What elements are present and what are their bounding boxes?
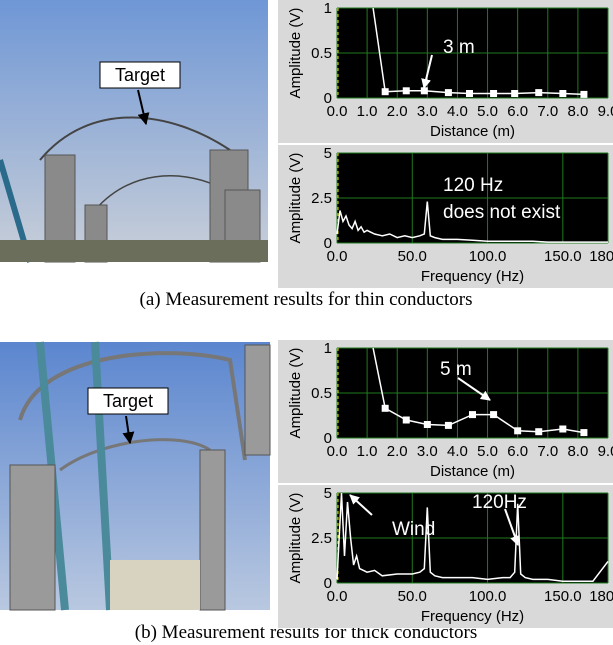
photo-label: Target bbox=[115, 65, 165, 85]
x-axis-label: Frequency (Hz) bbox=[421, 268, 524, 285]
annotation: 120Hz bbox=[472, 492, 527, 513]
y-tick-label: 2.5 bbox=[311, 530, 332, 547]
x-tick-label: 8.0 bbox=[567, 103, 588, 120]
x-tick-label: 8.0 bbox=[567, 443, 588, 460]
x-tick-label: 100.0 bbox=[469, 588, 507, 605]
y-axis-label: Amplitude (V) bbox=[287, 8, 304, 99]
x-axis-label: Frequency (Hz) bbox=[421, 608, 524, 625]
x-tick-label: 180.0 bbox=[589, 248, 613, 265]
x-tick-label: 150.0 bbox=[544, 588, 582, 605]
x-tick-label: 3.0 bbox=[417, 103, 438, 120]
marker bbox=[559, 426, 566, 433]
x-tick-label: 50.0 bbox=[398, 248, 427, 265]
marker bbox=[445, 422, 452, 429]
marker bbox=[445, 89, 452, 96]
annotation: 3 m bbox=[443, 37, 475, 58]
marker bbox=[403, 417, 410, 424]
x-tick-label: 1.0 bbox=[357, 103, 378, 120]
x-axis-label: Distance (m) bbox=[430, 463, 515, 480]
x-tick-label: 6.0 bbox=[507, 443, 528, 460]
y-tick-label: 0 bbox=[324, 575, 332, 592]
x-tick-label: 2.0 bbox=[387, 103, 408, 120]
caption: (a) Measurement results for thin conduct… bbox=[140, 289, 473, 310]
x-tick-label: 4.0 bbox=[447, 103, 468, 120]
marker bbox=[424, 421, 431, 428]
x-tick-label: 5.0 bbox=[477, 443, 498, 460]
photo-label: Target bbox=[103, 391, 153, 411]
x-axis-label: Distance (m) bbox=[430, 123, 515, 140]
marker bbox=[559, 90, 566, 97]
annotation: Wind bbox=[392, 519, 435, 540]
y-tick-label: 0.5 bbox=[311, 45, 332, 62]
marker bbox=[421, 87, 428, 94]
marker bbox=[535, 89, 542, 96]
x-tick-label: 180.0 bbox=[589, 588, 613, 605]
marker bbox=[382, 405, 389, 412]
y-tick-label: 5 bbox=[324, 145, 332, 162]
marker bbox=[580, 429, 587, 436]
photo bbox=[0, 342, 270, 610]
y-tick-label: 0 bbox=[324, 235, 332, 252]
y-tick-label: 2.5 bbox=[311, 190, 332, 207]
marker bbox=[490, 90, 497, 97]
y-axis-label: Amplitude (V) bbox=[287, 153, 304, 244]
marker bbox=[580, 91, 587, 98]
x-tick-label: 2.0 bbox=[387, 443, 408, 460]
marker bbox=[514, 427, 521, 434]
x-tick-label: 9.0 bbox=[598, 103, 613, 120]
y-tick-label: 0 bbox=[324, 90, 332, 107]
marker bbox=[466, 90, 473, 97]
marker bbox=[469, 411, 476, 418]
x-tick-label: 100.0 bbox=[469, 248, 507, 265]
x-tick-label: 3.0 bbox=[417, 443, 438, 460]
y-tick-label: 1 bbox=[324, 0, 332, 17]
marker bbox=[490, 411, 497, 418]
y-axis-label: Amplitude (V) bbox=[287, 348, 304, 439]
x-tick-label: 4.0 bbox=[447, 443, 468, 460]
annotation: 120 Hz bbox=[443, 175, 503, 196]
annotation: 5 m bbox=[440, 359, 472, 380]
y-tick-label: 0 bbox=[324, 430, 332, 447]
y-tick-label: 5 bbox=[324, 485, 332, 502]
x-tick-label: 1.0 bbox=[357, 443, 378, 460]
x-tick-label: 9.0 bbox=[598, 443, 613, 460]
annotation: does not exist bbox=[443, 202, 561, 223]
marker bbox=[511, 90, 518, 97]
figure: Target (a) Measurement results for thin … bbox=[0, 0, 613, 645]
x-tick-label: 7.0 bbox=[537, 103, 558, 120]
y-axis-label: Amplitude (V) bbox=[287, 493, 304, 584]
x-tick-label: 50.0 bbox=[398, 588, 427, 605]
marker bbox=[382, 88, 389, 95]
x-tick-label: 7.0 bbox=[537, 443, 558, 460]
y-tick-label: 1 bbox=[324, 340, 332, 357]
x-tick-label: 150.0 bbox=[544, 248, 582, 265]
marker bbox=[403, 87, 410, 94]
x-tick-label: 6.0 bbox=[507, 103, 528, 120]
x-tick-label: 5.0 bbox=[477, 103, 498, 120]
marker bbox=[535, 428, 542, 435]
photo bbox=[0, 0, 268, 262]
y-tick-label: 0.5 bbox=[311, 385, 332, 402]
